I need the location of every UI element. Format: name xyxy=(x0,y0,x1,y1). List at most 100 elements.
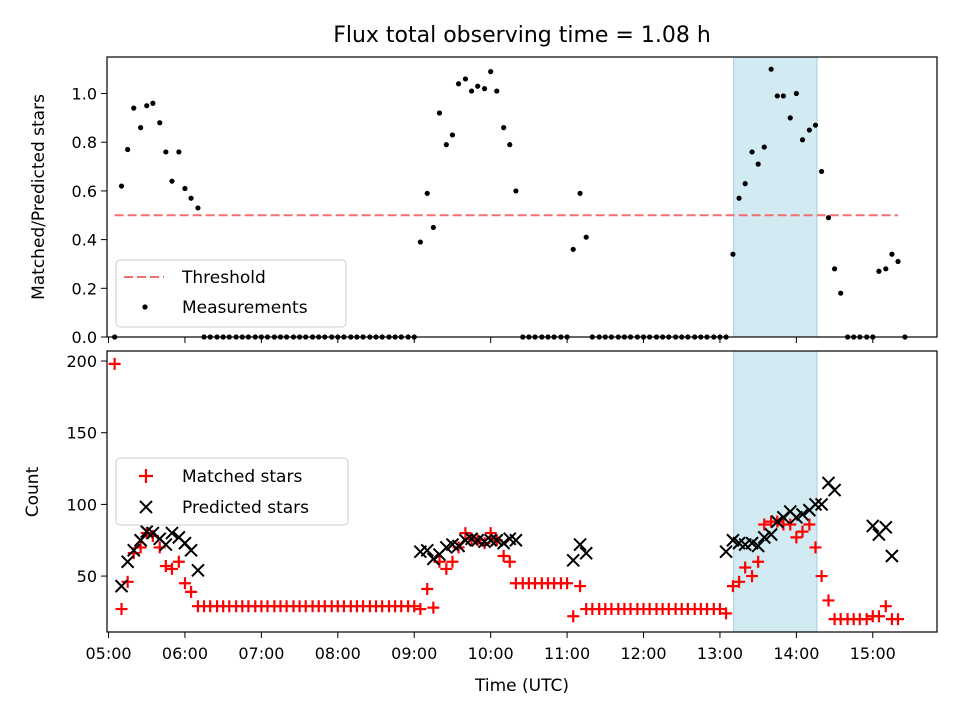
matched-star-point xyxy=(872,610,885,623)
predicted-star-point xyxy=(490,533,504,547)
predicted-star-point xyxy=(566,553,580,568)
matched-star-point xyxy=(803,518,816,531)
predicted-star-point xyxy=(751,539,765,553)
predicted-star-point xyxy=(764,527,778,542)
bottom-panel: 50 100 150 200 05:00 06:00 07:00 08:00 09:00 10:… xyxy=(23,350,938,696)
legend-matched-swatch xyxy=(139,469,153,483)
bottom-legend-box xyxy=(115,457,349,526)
x-axis-label: Time (UTC) xyxy=(474,676,569,696)
matched-star-point xyxy=(108,357,121,370)
x-tick-label: 05:00 xyxy=(85,644,131,663)
predicted-star-point xyxy=(159,537,173,552)
predicted-star-point xyxy=(866,519,880,533)
matched-star-point xyxy=(484,527,497,540)
top-legend: Threshold Measurements xyxy=(115,259,347,328)
y-tick-label: 0.8 xyxy=(72,133,97,152)
predicted-star-point xyxy=(814,497,829,512)
measurement-point xyxy=(570,246,576,252)
legend-measurements-swatch xyxy=(142,304,148,310)
matched-star-point xyxy=(796,525,809,538)
measurement-point xyxy=(838,290,844,296)
matched-star-point xyxy=(440,562,453,575)
x-tick-label: 07:00 xyxy=(238,644,284,663)
matched-star-point xyxy=(784,518,797,531)
matched-star-point xyxy=(815,570,828,583)
predicted-star-point xyxy=(426,552,441,566)
measurement-point xyxy=(780,93,786,99)
measurement-point xyxy=(818,168,825,175)
measurement-point xyxy=(417,239,423,245)
predicted-star-point xyxy=(757,530,771,545)
x-tick-label: 14:00 xyxy=(773,644,819,663)
matched-star-point xyxy=(758,518,771,531)
matched-star-point xyxy=(165,562,178,575)
measurement-point xyxy=(501,125,507,131)
matched-star-point xyxy=(809,541,822,554)
matched-star-point xyxy=(159,560,172,573)
matched-star-point xyxy=(446,555,459,568)
predicted-star-point xyxy=(573,537,587,552)
bottom-y-ticks: 50 100 150 200 xyxy=(66,352,107,586)
matched-star-point xyxy=(790,531,803,544)
y-tick-label: 1.0 xyxy=(72,85,97,104)
measurement-point xyxy=(195,205,201,211)
predicted-star-point xyxy=(191,563,205,578)
measurement-point xyxy=(799,137,806,143)
matched-star-point xyxy=(121,575,134,588)
predicted-star-point xyxy=(133,533,148,547)
matched-star-point xyxy=(185,585,198,598)
matched-star-point xyxy=(427,601,440,614)
x-tick-label: 10:00 xyxy=(468,644,514,663)
measurement-point xyxy=(749,149,755,155)
measurement-point xyxy=(876,268,882,274)
matched-star-point xyxy=(726,580,739,593)
bottom-legend: Matched stars Predicted stars xyxy=(115,457,349,526)
measurement-point xyxy=(131,105,137,111)
bottom-y-axis-label: Count xyxy=(23,466,43,517)
bottom-highlight-span xyxy=(733,350,818,633)
legend-predicted-swatch xyxy=(139,500,153,514)
legend-measurements-label: Measurements xyxy=(182,298,308,318)
y-tick-label: 0.6 xyxy=(72,182,97,201)
x-tick-label: 13:00 xyxy=(697,644,743,663)
measurement-point xyxy=(176,149,182,155)
matched-star-point xyxy=(746,570,759,583)
measurement-point xyxy=(831,266,838,272)
matched-star-point xyxy=(713,603,726,616)
y-tick-label: 50 xyxy=(77,567,97,586)
measurement-point xyxy=(481,86,488,92)
measurement-point xyxy=(182,185,188,192)
predicted-star-point xyxy=(885,549,899,563)
predicted-star-point xyxy=(579,546,593,560)
y-tick-label: 0.0 xyxy=(72,328,97,347)
measurement-point xyxy=(577,190,583,196)
measurement-point xyxy=(761,144,767,150)
matched-star-point xyxy=(739,561,752,574)
measurement-point xyxy=(895,258,901,265)
predicted-star-point xyxy=(879,520,893,535)
y-tick-label: 100 xyxy=(66,495,97,514)
measurement-point xyxy=(424,190,430,196)
matched-star-point xyxy=(408,600,421,613)
measurement-point xyxy=(507,142,513,148)
legend-matched-label: Matched stars xyxy=(182,467,302,487)
matched-star-point xyxy=(892,613,905,626)
predicted-star-point xyxy=(114,579,129,593)
legend-predicted-label: Predicted stars xyxy=(182,498,309,518)
measurement-point xyxy=(430,224,436,231)
x-tick-label: 11:00 xyxy=(544,644,590,663)
measurement-point xyxy=(812,122,819,128)
x-tick-label: 08:00 xyxy=(315,644,361,663)
measurement-point xyxy=(443,142,449,148)
top-panel: 0.0 0.2 0.4 0.6 0.8 1.0 Matched/Predicted sta… xyxy=(29,56,938,347)
matched-star-point xyxy=(561,577,574,590)
y-tick-label: 200 xyxy=(66,352,97,371)
measurement-point xyxy=(462,76,469,82)
measurement-point xyxy=(144,103,150,109)
matched-star-point xyxy=(503,555,516,568)
measurement-point xyxy=(436,110,443,116)
predicted-star-point xyxy=(496,536,511,550)
matched-star-point xyxy=(752,555,765,568)
matched-star-point xyxy=(421,582,434,595)
